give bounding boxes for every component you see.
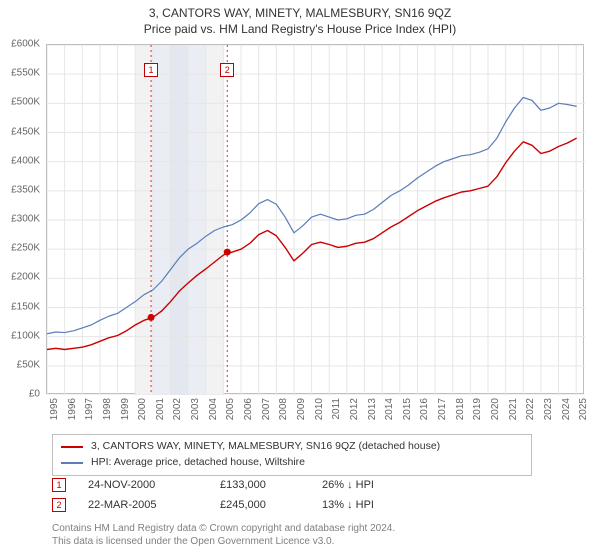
x-tick-label: 2006: [243, 398, 254, 420]
x-tick-label: 2000: [137, 398, 148, 420]
x-tick-label: 1999: [120, 398, 131, 420]
x-tick-label: 2008: [278, 398, 289, 420]
x-tick-label: 1997: [84, 398, 95, 420]
y-tick-label: £250K: [11, 243, 40, 254]
sale-date: 24-NOV-2000: [88, 479, 198, 491]
y-tick-label: £400K: [11, 155, 40, 166]
legend-swatch: [61, 446, 83, 448]
chart-titles: 3, CANTORS WAY, MINETY, MALMESBURY, SN16…: [0, 0, 600, 36]
x-tick-label: 2025: [578, 398, 589, 420]
x-tick-label: 2012: [349, 398, 360, 420]
x-tick-label: 2022: [525, 398, 536, 420]
x-tick-label: 2018: [455, 398, 466, 420]
footnote: Contains HM Land Registry data © Crown c…: [52, 522, 572, 548]
x-tick-label: 2017: [437, 398, 448, 420]
title-subtitle: Price paid vs. HM Land Registry's House …: [0, 22, 600, 36]
title-address: 3, CANTORS WAY, MINETY, MALMESBURY, SN16…: [0, 6, 600, 20]
legend-row: HPI: Average price, detached house, Wilt…: [61, 455, 523, 471]
x-tick-label: 1995: [49, 398, 60, 420]
legend-label: 3, CANTORS WAY, MINETY, MALMESBURY, SN16…: [91, 439, 440, 455]
sale-price: £245,000: [220, 499, 300, 511]
x-axis-labels: 1995 1996 1997 1998 1999 2000 2001 2002 2003 2004…: [46, 396, 584, 430]
y-tick-label: £350K: [11, 184, 40, 195]
x-tick-label: 2001: [155, 398, 166, 420]
x-tick-label: 2005: [225, 398, 236, 420]
x-tick-label: 2009: [296, 398, 307, 420]
x-tick-label: 2013: [367, 398, 378, 420]
x-tick-label: 2021: [508, 398, 519, 420]
x-tick-label: 2004: [208, 398, 219, 420]
y-tick-label: £0: [29, 389, 40, 400]
x-tick-label: 2015: [402, 398, 413, 420]
footnote-line1: Contains HM Land Registry data © Crown c…: [52, 522, 572, 535]
x-tick-label: 2003: [190, 398, 201, 420]
chart-svg: [47, 45, 585, 395]
sale-price: £133,000: [220, 479, 300, 491]
x-tick-label: 2023: [543, 398, 554, 420]
y-tick-label: £550K: [11, 68, 40, 79]
sales-table: 1 24-NOV-2000 £133,000 26% ↓ HPI 2 22-MAR-200…: [52, 478, 552, 518]
footnote-line2: This data is licensed under the Open Gov…: [52, 535, 572, 548]
x-tick-label: 2002: [172, 398, 183, 420]
y-axis-labels: £0£50K£100K£150K£200K£250K£300K£350K£400…: [0, 44, 44, 394]
x-tick-label: 2007: [261, 398, 272, 420]
y-tick-label: £500K: [11, 97, 40, 108]
x-tick-label: 2024: [561, 398, 572, 420]
sale-hpi-delta: 26% ↓ HPI: [322, 479, 422, 491]
y-tick-label: £450K: [11, 126, 40, 137]
sale-hpi-delta: 13% ↓ HPI: [322, 499, 422, 511]
legend-row: 3, CANTORS WAY, MINETY, MALMESBURY, SN16…: [61, 439, 523, 455]
chart-sale-marker: 2: [220, 63, 234, 77]
x-tick-label: 1996: [67, 398, 78, 420]
legend: 3, CANTORS WAY, MINETY, MALMESBURY, SN16…: [52, 434, 532, 476]
sale-marker: 2: [52, 498, 66, 512]
legend-swatch: [61, 462, 83, 464]
y-tick-label: £200K: [11, 272, 40, 283]
y-tick-label: £300K: [11, 214, 40, 225]
x-tick-label: 2016: [419, 398, 430, 420]
sale-date: 22-MAR-2005: [88, 499, 198, 511]
x-tick-label: 2019: [472, 398, 483, 420]
y-tick-label: £100K: [11, 330, 40, 341]
x-tick-label: 2010: [314, 398, 325, 420]
y-tick-label: £600K: [11, 39, 40, 50]
chart-sale-marker: 1: [144, 63, 158, 77]
sale-marker: 1: [52, 478, 66, 492]
chart-plot-area: 12: [46, 44, 584, 394]
y-tick-label: £150K: [11, 301, 40, 312]
sale-row: 2 22-MAR-2005 £245,000 13% ↓ HPI: [52, 498, 552, 512]
x-tick-label: 2014: [384, 398, 395, 420]
sale-row: 1 24-NOV-2000 £133,000 26% ↓ HPI: [52, 478, 552, 492]
y-tick-label: £50K: [17, 359, 40, 370]
x-tick-label: 1998: [102, 398, 113, 420]
x-tick-label: 2011: [331, 398, 342, 420]
legend-label: HPI: Average price, detached house, Wilt…: [91, 455, 305, 471]
x-tick-label: 2020: [490, 398, 501, 420]
